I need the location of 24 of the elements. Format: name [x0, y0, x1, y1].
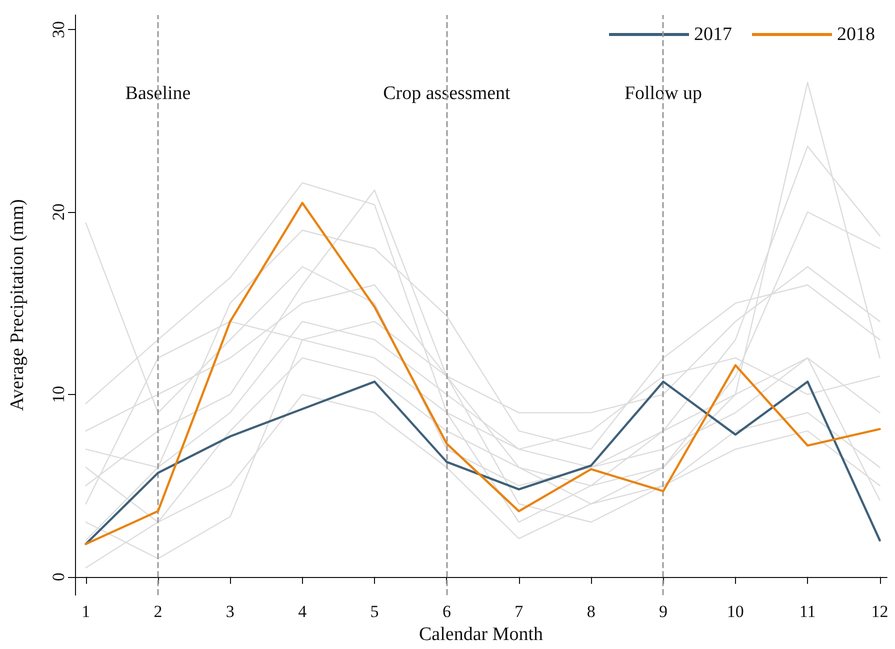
- y-tick-label: 0: [49, 572, 68, 582]
- x-tick-label: 4: [298, 602, 308, 622]
- line-series: [85, 82, 880, 568]
- x-tick-label: 10: [726, 602, 744, 622]
- y-tick-label: 30: [49, 21, 68, 38]
- x-tick-label: 9: [659, 602, 668, 622]
- x-tick-label: 1: [82, 602, 90, 622]
- ref-line-label: Baseline: [125, 82, 191, 104]
- y-tick-label: 10: [49, 386, 68, 403]
- x-tick-label: 11: [799, 602, 816, 622]
- x-axis-title: Calendar Month: [418, 624, 544, 645]
- x-tick-label: 8: [586, 602, 596, 622]
- y-axis-title: Average Precipitation (mm): [7, 199, 28, 411]
- x-tick-label: 5: [370, 602, 379, 622]
- ref-line-label: Crop assessment: [383, 82, 512, 104]
- ref-line-label: Follow up: [624, 82, 702, 104]
- x-tick-label: 7: [514, 602, 524, 622]
- x-tick-label: 2: [154, 602, 162, 622]
- x-tick-label: 12: [871, 602, 888, 622]
- legend-label: 2017: [694, 24, 732, 45]
- y-tick-label: 20: [49, 204, 68, 221]
- x-tick-label: 3: [226, 602, 234, 622]
- legend-label: 2018: [837, 24, 875, 45]
- x-tick-label: 6: [442, 602, 451, 622]
